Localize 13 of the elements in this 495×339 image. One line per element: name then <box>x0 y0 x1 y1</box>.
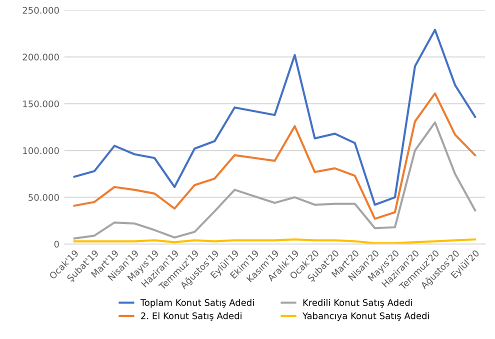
line-series <box>73 92 476 220</box>
y-tick-label: 200.000 <box>22 54 59 61</box>
y-tick-label: 150.000 <box>23 100 59 108</box>
line-series <box>73 121 476 240</box>
legend-label: Toplam Konut Satış Adedi <box>140 298 254 308</box>
legend-label: Kredili Konut Satış Adedi <box>303 298 412 308</box>
line-series <box>73 28 476 206</box>
y-tick-label: 250.000 <box>22 6 59 14</box>
legend-label: 2. El Konut Satış Adedi <box>141 312 242 321</box>
y-tick-label: 0 <box>54 240 59 248</box>
y-tick-label: 50.000 <box>28 194 59 201</box>
y-tick-label: 100.000 <box>23 147 59 154</box>
legend-label: Yabancıya Konut Satış Adedi <box>302 312 429 321</box>
